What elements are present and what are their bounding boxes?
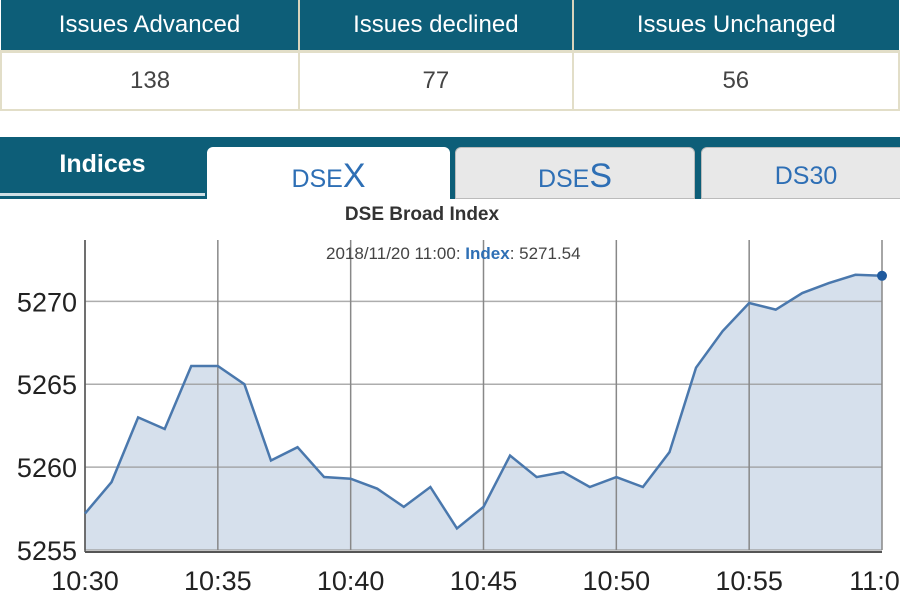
series-line-index [84, 273, 883, 531]
issues-unchanged-header: Issues Unchanged [572, 0, 899, 52]
tab-dsex-suffix: X [342, 157, 366, 195]
tab-dsex[interactable]: DSEX [207, 147, 450, 209]
tab-dses-prefix: DSE [537, 165, 590, 193]
x-tick-label: 10:45 [450, 566, 518, 596]
y-tick-label: 5255 [17, 536, 77, 566]
tooltip-value: 5271.54 [519, 244, 580, 263]
issues-advanced-value: 138 [0, 50, 301, 111]
y-tick-label: 5260 [17, 453, 77, 483]
tooltip-sep: : [510, 244, 519, 263]
x-tick-label: 10:55 [715, 566, 783, 596]
indices-tab-bar: Indices DSEX DSES DS30 [0, 137, 900, 209]
y-tick-label: 5265 [17, 370, 77, 400]
x-tick-label: 10:30 [51, 566, 119, 596]
tooltip-series: Index [465, 244, 510, 263]
market-stats-table: Issues Advanced Issues declined Issues U… [0, 0, 900, 111]
x-tick-label: 10:40 [317, 566, 385, 596]
tab-dsex-prefix: DSE [291, 165, 343, 193]
tooltip-date: 2018/11/20 11:00: [326, 244, 465, 263]
tab-dses[interactable]: DSES [455, 147, 695, 199]
data-point [877, 270, 887, 281]
issues-unchanged-value: 56 [571, 50, 900, 111]
tab-dses-suffix: S [589, 157, 613, 195]
y-tick-label: 5270 [17, 287, 77, 317]
issues-declined-value: 77 [298, 50, 574, 111]
tab-ds30[interactable]: DS30 [701, 147, 900, 199]
issues-declined-header: Issues declined [299, 0, 574, 52]
x-tick-label: 10:50 [583, 566, 651, 596]
chart-title: DSE Broad Index [345, 204, 500, 225]
tab-ds30-label: DS30 [774, 162, 838, 190]
x-tick-label: 11:00 [849, 566, 900, 596]
tooltip-text: 2018/11/20 11:00: Index: 5271.54 [326, 244, 581, 263]
area-fill [85, 274, 882, 550]
x-tick-label: 10:35 [184, 566, 252, 596]
issues-advanced-header: Issues Advanced [1, 0, 301, 52]
indices-label: Indices [0, 137, 205, 196]
